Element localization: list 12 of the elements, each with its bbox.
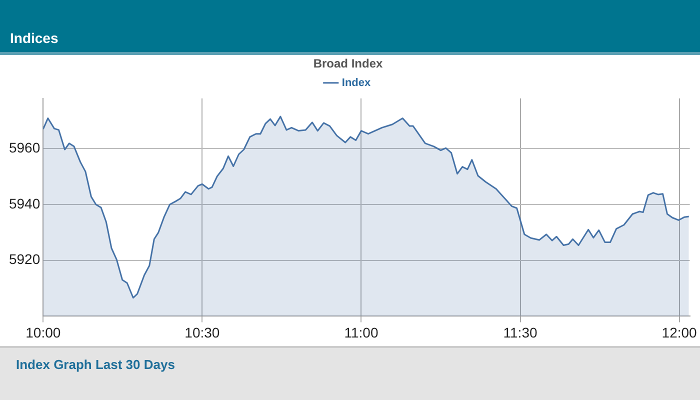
legend-label: Index bbox=[342, 76, 372, 89]
x-tick-label: 11:30 bbox=[503, 324, 538, 340]
x-tick-label: 10:00 bbox=[26, 324, 61, 340]
y-tick-label: 5920 bbox=[8, 251, 40, 268]
text: Indices bbox=[10, 30, 58, 46]
x-tick-label: 11:00 bbox=[344, 324, 378, 340]
x-tick-label: 12:00 bbox=[662, 324, 698, 340]
chart-title: Broad Index bbox=[313, 56, 383, 71]
y-tick-label: 5940 bbox=[8, 195, 40, 212]
y-tick-label: 5960 bbox=[8, 140, 40, 156]
text: Index Graph Last 30 Days bbox=[16, 357, 175, 372]
x-tick-label: 10:30 bbox=[184, 324, 220, 340]
